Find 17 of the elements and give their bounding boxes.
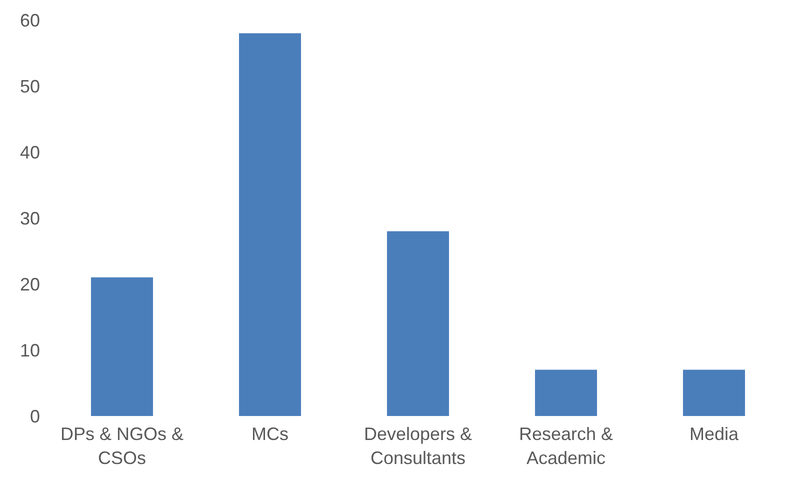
bar — [683, 370, 745, 416]
bar — [91, 277, 153, 416]
y-tick-label: 50 — [20, 76, 40, 96]
y-tick-label: 10 — [20, 340, 40, 360]
bar — [387, 231, 449, 416]
x-tick-label: Media — [689, 424, 740, 444]
x-tick-label: Research & Academic — [518, 424, 614, 468]
y-tick-label: 40 — [20, 142, 40, 162]
x-tick-label: Developers & Consultants — [364, 424, 472, 468]
y-tick-label: 30 — [20, 208, 40, 228]
y-tick-label: 0 — [30, 406, 40, 426]
x-tick-label: MCs — [252, 424, 288, 444]
bar — [535, 370, 597, 416]
x-tick-label: DPs & NGOs & CSOs — [60, 424, 184, 468]
y-tick-label: 20 — [20, 274, 40, 294]
y-tick-label: 60 — [20, 10, 40, 30]
bar — [239, 33, 301, 416]
